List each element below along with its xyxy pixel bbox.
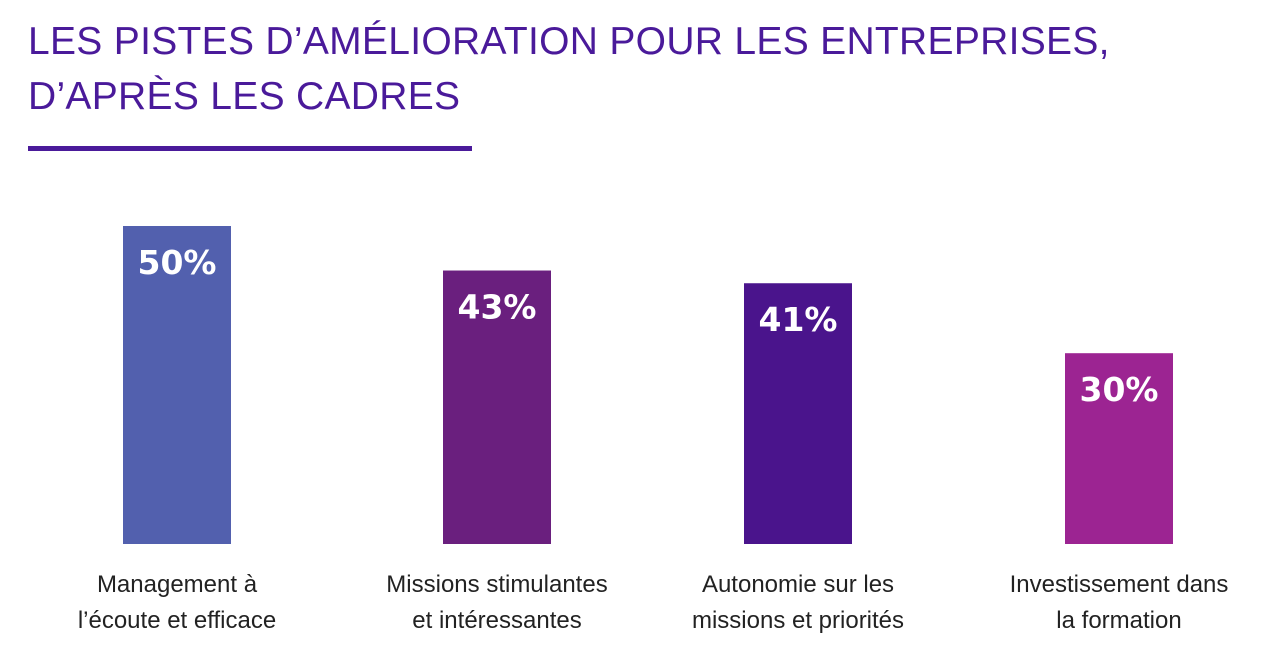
category-label-3: Autonomie sur les missions et priorités bbox=[658, 567, 938, 639]
category-label-1-line-1: Management à bbox=[96, 571, 258, 598]
page-title: LES PISTES D’AMÉLIORATION POUR LES ENTRE… bbox=[28, 14, 1248, 124]
bar-3 bbox=[744, 283, 852, 544]
bar-2 bbox=[443, 270, 551, 544]
category-label-2-line-2: et intéressantes bbox=[412, 607, 582, 634]
category-label-2: Missions stimulantes et intéressantes bbox=[357, 567, 637, 639]
category-label-2-line-1: Missions stimulantes bbox=[386, 571, 608, 598]
title-line-1: LES PISTES D’AMÉLIORATION POUR LES ENTRE… bbox=[28, 20, 1110, 63]
category-label-1-line-2: l’écoute et efficace bbox=[77, 607, 277, 634]
category-label-4: Investissement dans la formation bbox=[979, 567, 1259, 639]
category-label-3-line-1: Autonomie sur les bbox=[701, 571, 895, 598]
bar-1 bbox=[123, 226, 231, 544]
bar-value-label-2: 43% bbox=[458, 288, 537, 327]
category-label-1: Management à l’écoute et efficace bbox=[37, 567, 317, 639]
category-label-4-line-2: la formation bbox=[1056, 607, 1182, 634]
bar-value-label-3: 41% bbox=[759, 300, 838, 339]
bar-value-label-1: 50% bbox=[138, 243, 217, 282]
category-label-3-line-2: missions et priorités bbox=[691, 607, 905, 634]
category-label-4-line-1: Investissement dans bbox=[1009, 571, 1229, 598]
title-line-2: D’APRÈS LES CADRES bbox=[28, 75, 461, 118]
bar-value-label-4: 30% bbox=[1080, 370, 1159, 409]
title-underline bbox=[28, 146, 472, 151]
bar-4 bbox=[1065, 353, 1173, 544]
